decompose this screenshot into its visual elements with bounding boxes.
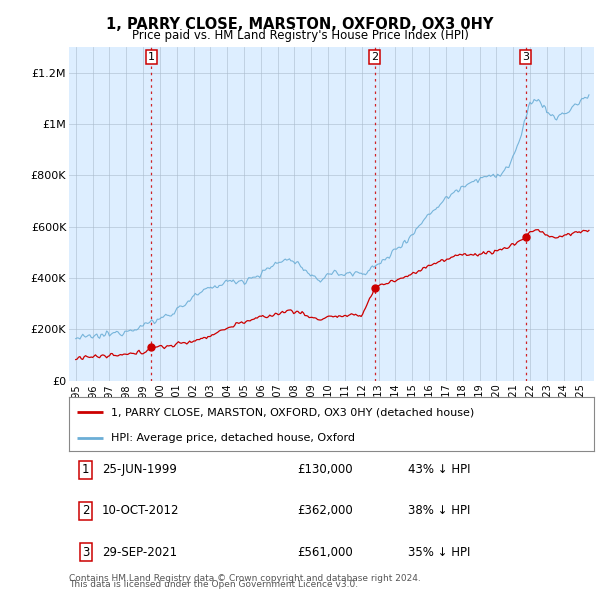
Text: 1: 1 [82,463,89,476]
Text: 43% ↓ HPI: 43% ↓ HPI [408,463,470,476]
Text: 10-OCT-2012: 10-OCT-2012 [102,504,179,517]
Text: HPI: Average price, detached house, Oxford: HPI: Average price, detached house, Oxfo… [111,433,355,442]
Text: 1, PARRY CLOSE, MARSTON, OXFORD, OX3 0HY (detached house): 1, PARRY CLOSE, MARSTON, OXFORD, OX3 0HY… [111,407,474,417]
Text: £362,000: £362,000 [297,504,353,517]
Text: £130,000: £130,000 [297,463,353,476]
Text: Price paid vs. HM Land Registry's House Price Index (HPI): Price paid vs. HM Land Registry's House … [131,30,469,42]
Text: 3: 3 [523,53,529,63]
Text: 25-JUN-1999: 25-JUN-1999 [102,463,177,476]
Text: 1: 1 [148,53,155,63]
Text: 2: 2 [371,53,379,63]
Text: Contains HM Land Registry data © Crown copyright and database right 2024.: Contains HM Land Registry data © Crown c… [69,574,421,583]
Text: 3: 3 [82,546,89,559]
Text: £561,000: £561,000 [297,546,353,559]
Text: This data is licensed under the Open Government Licence v3.0.: This data is licensed under the Open Gov… [69,581,358,589]
Text: 2: 2 [82,504,89,517]
Text: 29-SEP-2021: 29-SEP-2021 [102,546,177,559]
Text: 38% ↓ HPI: 38% ↓ HPI [408,504,470,517]
Text: 35% ↓ HPI: 35% ↓ HPI [408,546,470,559]
Text: 1, PARRY CLOSE, MARSTON, OXFORD, OX3 0HY: 1, PARRY CLOSE, MARSTON, OXFORD, OX3 0HY [106,17,494,31]
